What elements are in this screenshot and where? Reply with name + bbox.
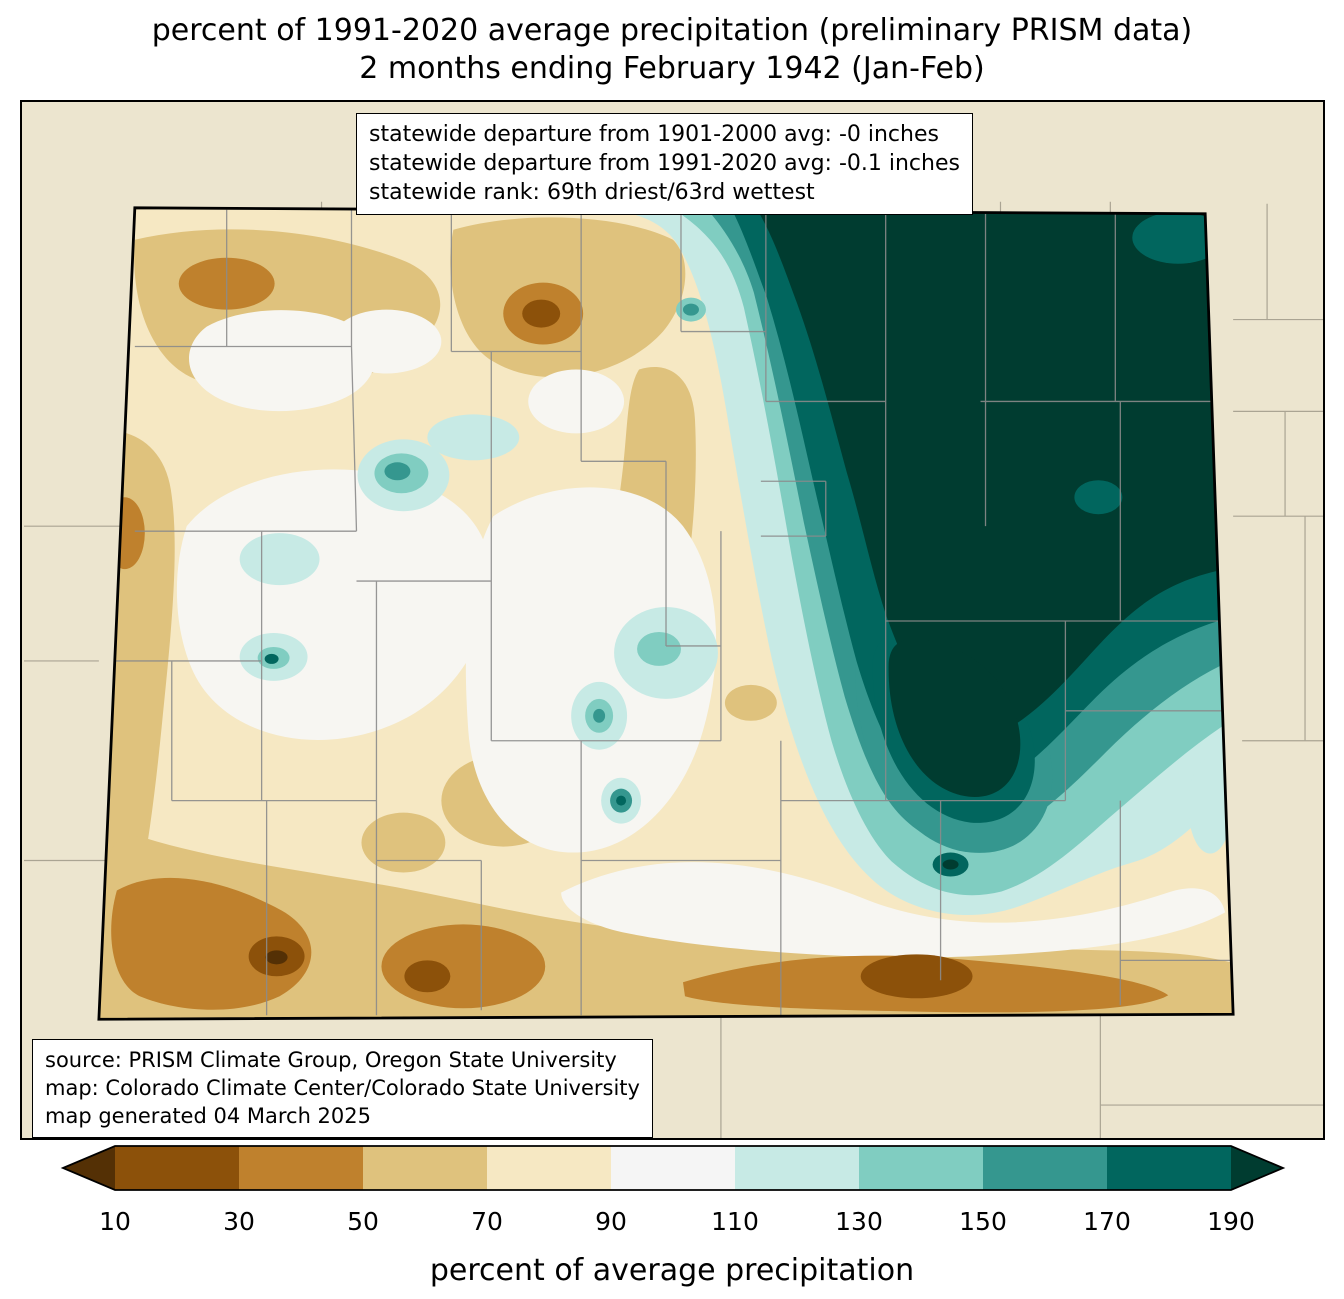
figure-title: percent of 1991-2020 average precipitati… (0, 12, 1344, 88)
contour (724, 684, 777, 721)
contour-darkest-brown (265, 950, 288, 965)
source-line-1: source: PRISM Climate Group, Oregon Stat… (45, 1048, 617, 1072)
stats-line-3: statewide rank: 69th driest/63rd wettest (369, 180, 815, 205)
source-box: source: PRISM Climate Group, Oregon Stat… (32, 1039, 653, 1138)
colorbar-tick-label: 50 (347, 1207, 379, 1236)
colorbar-tick-label: 30 (223, 1207, 255, 1236)
contour (189, 310, 376, 412)
contour (616, 795, 627, 806)
county-lines-south (376, 740, 1234, 1016)
contour (682, 303, 699, 316)
contour (361, 812, 446, 873)
teal-spots (239, 211, 1233, 877)
stats-box: statewide departure from 1901-2000 avg: … (356, 113, 973, 215)
colorbar-tick-label: 150 (959, 1207, 1007, 1236)
stats-line-2: statewide departure from 1991-2020 avg: … (369, 151, 960, 176)
contour (381, 924, 546, 1009)
colorbar-segment (487, 1146, 612, 1190)
contour (860, 954, 973, 999)
colorbar-segment (859, 1146, 984, 1190)
precipitation-map (22, 102, 1323, 1138)
colorbar: 10 30 50 70 90 110 130 150 170 190 perce… (0, 1140, 1344, 1299)
colorbar-over-arrow (1231, 1146, 1283, 1190)
colorbar-under-arrow (63, 1146, 115, 1190)
colorbar-segment (1107, 1146, 1231, 1190)
contour (384, 462, 411, 481)
source-line-2: map: Colorado Climate Center/Colorado St… (45, 1076, 640, 1100)
contour (593, 708, 606, 723)
colorbar-tick-label: 10 (99, 1207, 131, 1236)
contour (1074, 480, 1123, 515)
precip-contours (98, 207, 1234, 1020)
contour-white-band (561, 862, 1226, 958)
contour (239, 533, 320, 586)
colorbar-segment (239, 1146, 364, 1190)
colorbar-segment (983, 1146, 1108, 1190)
colorbar-svg: 10 30 50 70 90 110 130 150 170 190 perce… (60, 1145, 1286, 1288)
colorbar-tick-label: 90 (595, 1207, 627, 1236)
source-line-3: map generated 04 March 2025 (45, 1104, 372, 1128)
map-frame: statewide departure from 1901-2000 avg: … (20, 100, 1325, 1140)
contour-white (176, 309, 717, 853)
contour (522, 299, 561, 328)
county-lines (98, 209, 1234, 1016)
contour (528, 369, 625, 434)
colorbar-segment (611, 1146, 736, 1190)
contour (111, 877, 312, 1010)
contour (465, 487, 717, 853)
title-line-2: 2 months ending February 1942 (Jan-Feb) (359, 51, 985, 86)
colorbar-outline (60, 1145, 1286, 1191)
colorbar-segment (735, 1146, 860, 1190)
contour (942, 859, 959, 870)
county-lines-west (98, 209, 721, 1016)
contour (331, 309, 442, 374)
colorbar-segment (363, 1146, 488, 1190)
colorbar-tick-label: 170 (1083, 1207, 1131, 1236)
contour-over-190 (888, 639, 1021, 797)
colorbar-axis-label: percent of average precipitation (430, 1253, 914, 1288)
county-lines-central (580, 209, 1234, 801)
contour (427, 414, 520, 461)
colorbar-tick-label: 190 (1207, 1207, 1255, 1236)
contour (1188, 757, 1233, 854)
colorbar-tick-label: 70 (471, 1207, 503, 1236)
contour (264, 653, 279, 664)
colorbar-tick-label: 130 (835, 1207, 883, 1236)
colorbar-segment (115, 1146, 240, 1190)
contour (1132, 211, 1225, 264)
colorbar-tick-label: 110 (711, 1207, 759, 1236)
stats-line-1: statewide departure from 1901-2000 avg: … (369, 122, 939, 147)
title-line-1: percent of 1991-2020 average precipitati… (151, 13, 1193, 48)
contour-dark-brown (248, 299, 973, 999)
contour (404, 960, 451, 993)
contour (637, 631, 681, 666)
